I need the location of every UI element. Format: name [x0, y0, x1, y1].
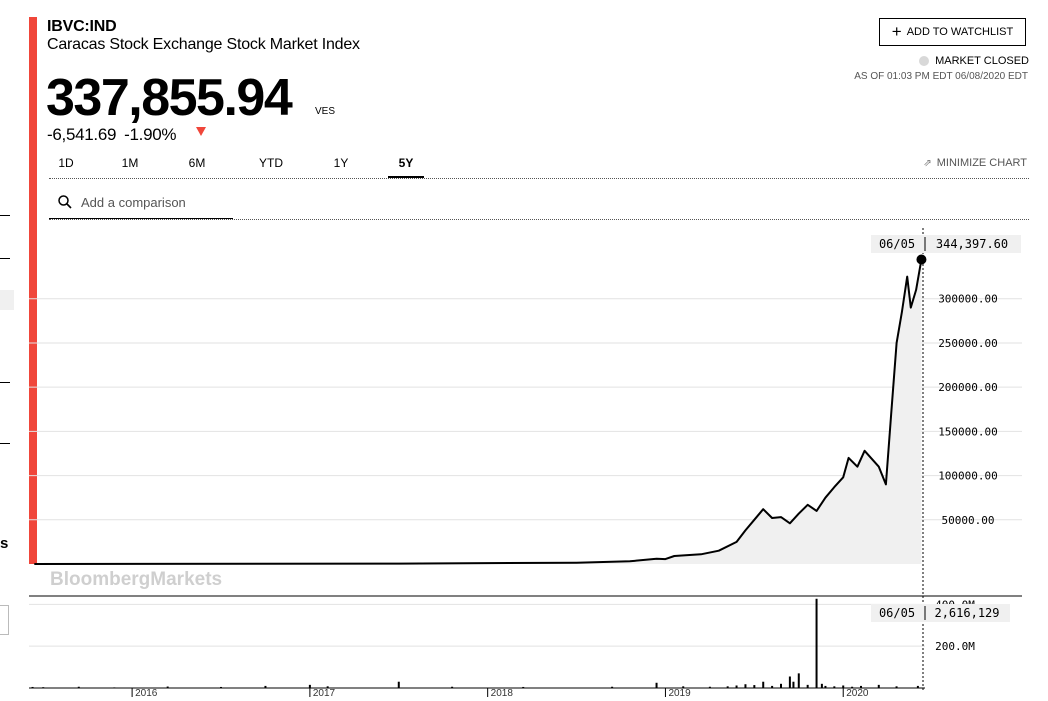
- price-y-ticks: 300000.00 250000.00 200000.00 150000.00 1000…: [938, 293, 998, 527]
- edge-divider: [0, 443, 10, 444]
- volume-gridlines: [29, 603, 925, 647]
- volume-bar: [824, 685, 827, 688]
- volume-bar: [655, 682, 658, 688]
- volume-bar: [611, 686, 614, 688]
- tab-ytd[interactable]: YTD: [259, 156, 283, 170]
- volume-bar: [771, 685, 774, 688]
- price-crosshair-date: 06/05: [879, 237, 915, 251]
- volume-bars: [31, 598, 919, 688]
- x-tick-label: 2017: [313, 688, 336, 699]
- tab-6m[interactable]: 6M: [188, 156, 206, 170]
- volume-bar: [682, 686, 685, 688]
- x-tick-label: 2020: [846, 688, 869, 699]
- compare-divider: [49, 219, 1029, 220]
- volume-bar: [762, 681, 765, 688]
- volume-bar: [708, 686, 711, 688]
- volume-bar: [166, 686, 169, 688]
- tabs-divider: [49, 178, 1029, 179]
- tab-1d[interactable]: 1D: [58, 156, 74, 170]
- comparison-input[interactable]: [81, 194, 231, 210]
- volume-bar: [860, 685, 862, 688]
- minimize-chart-button[interactable]: ⇗ MINIMIZE CHART: [923, 157, 1027, 169]
- edge-panel: [0, 290, 14, 310]
- volume-bar: [522, 686, 525, 688]
- index-name: Caracas Stock Exchange Stock Market Inde…: [47, 36, 360, 53]
- volume-bar: [735, 685, 738, 688]
- x-tick-label: 2018: [491, 688, 514, 699]
- market-status: MARKET CLOSED: [919, 55, 1029, 67]
- currency-code: VES: [315, 106, 336, 117]
- price-crosshair-label: 06/05 344,397.60: [871, 235, 1021, 253]
- tab-1y[interactable]: 1Y: [333, 156, 349, 170]
- change-percent: -1.90%: [124, 125, 177, 144]
- edge-divider: [0, 215, 10, 216]
- volume-bar: [797, 673, 800, 688]
- volume-bar: [833, 686, 836, 688]
- volume-bar: [744, 684, 747, 688]
- price-y-tick-label: 300000.00: [938, 293, 998, 306]
- ticker-symbol: IBVC:IND: [47, 18, 117, 35]
- volume-bar: [326, 686, 329, 688]
- price-y-tick-label: 250000.00: [938, 337, 998, 350]
- volume-crosshair-label: 06/05 2,616,129: [871, 604, 1010, 622]
- volume-bar: [792, 681, 795, 688]
- volume-bar: [877, 684, 880, 688]
- down-arrow-icon: [196, 127, 206, 136]
- market-status-label: MARKET CLOSED: [935, 55, 1029, 67]
- price-y-tick-label: 100000.00: [938, 470, 998, 483]
- comparison-search: [49, 186, 233, 219]
- accent-bar: [29, 17, 37, 564]
- volume-bar: [842, 685, 845, 688]
- change-value: -6,541.69: [47, 125, 117, 144]
- volume-bar: [726, 686, 729, 688]
- bloomberg-watermark: BloombergMarkets: [50, 569, 222, 590]
- volume-bar: [31, 686, 34, 688]
- price-change: -6,541.69 -1.90%: [47, 125, 177, 145]
- price-y-tick-label: 50000.00: [942, 514, 995, 527]
- last-price: 337,855.94: [46, 69, 293, 127]
- x-axis-ticks: 2016 2017 2018 2019 2020: [131, 688, 869, 699]
- volume-bar: [753, 685, 756, 688]
- edge-divider: [0, 258, 10, 259]
- edge-text-fragment: s: [0, 535, 9, 552]
- volume-bar: [264, 685, 267, 688]
- volume-bar: [780, 683, 782, 688]
- volume-bar: [806, 684, 809, 688]
- plus-icon: +: [891, 22, 902, 41]
- price-crosshair-value: 344,397.60: [936, 237, 1008, 251]
- volume-bar: [220, 686, 222, 688]
- edge-divider: [0, 382, 10, 383]
- as-of-timestamp: AS OF 01:03 PM EDT 06/08/2020 EDT: [854, 71, 1028, 82]
- volume-bar: [895, 686, 898, 688]
- price-series-line: [34, 259, 923, 565]
- volume-crosshair-value: 2,616,129: [934, 606, 999, 620]
- x-tick-label: 2019: [668, 688, 691, 699]
- minimize-label: MINIMIZE CHART: [936, 157, 1027, 169]
- volume-bar: [451, 686, 454, 688]
- last-price-point: [916, 254, 927, 265]
- volume-y-tick-label: 200.0M: [935, 640, 975, 653]
- price-area-fill: [34, 259, 922, 564]
- minimize-icon: ⇗: [923, 157, 932, 169]
- volume-bar: [77, 686, 80, 688]
- volume-bar: [916, 685, 919, 688]
- x-tick-label: 2016: [135, 688, 158, 699]
- price-y-tick-label: 200000.00: [938, 381, 998, 394]
- edge-input-fragment: [0, 605, 9, 635]
- price-y-tick-label: 150000.00: [938, 425, 998, 438]
- volume-bar: [788, 676, 791, 688]
- volume-bar: [815, 598, 818, 688]
- volume-bar: [397, 681, 400, 688]
- status-dot-icon: [919, 56, 930, 66]
- search-icon: [58, 195, 72, 209]
- add-to-watchlist-button[interactable]: + ADD TO WATCHLIST: [879, 18, 1026, 46]
- watchlist-label: ADD TO WATCHLIST: [906, 26, 1014, 38]
- tab-5y[interactable]: 5Y: [388, 156, 424, 178]
- volume-bar: [820, 683, 823, 688]
- tab-1m[interactable]: 1M: [121, 156, 139, 170]
- volume-crosshair-date: 06/05: [879, 606, 915, 620]
- volume-bar: [851, 686, 854, 688]
- volume-bar: [308, 684, 311, 688]
